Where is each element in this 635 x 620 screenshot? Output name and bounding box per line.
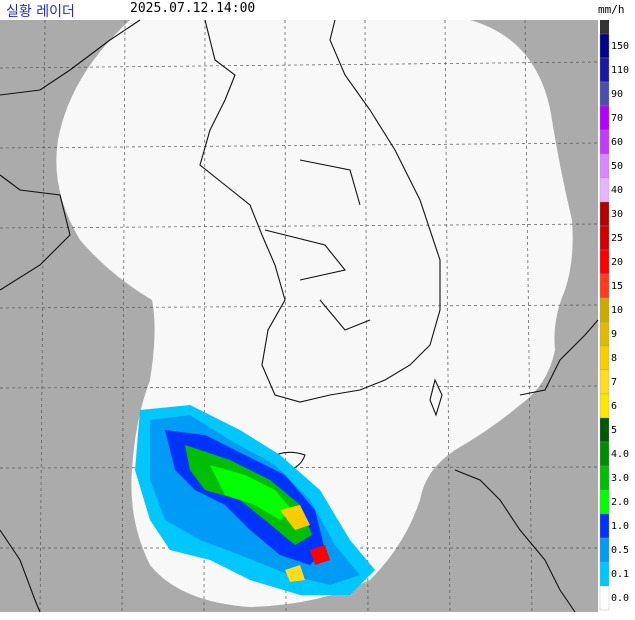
legend-label: 40 <box>611 185 623 196</box>
legend-label: 9 <box>611 329 617 340</box>
legend-label: 10 <box>611 305 623 316</box>
legend-label: 7 <box>611 377 617 388</box>
legend-cap <box>600 20 609 34</box>
legend-label: 30 <box>611 209 623 220</box>
rain-echoes <box>135 405 375 595</box>
legend-label: 3.0 <box>611 473 629 484</box>
legend-label: 20 <box>611 257 623 268</box>
legend-label: 2.0 <box>611 497 629 508</box>
legend-swatch <box>599 57 610 83</box>
legend-swatch <box>599 321 610 347</box>
legend-swatch <box>599 105 610 131</box>
legend-swatch <box>599 153 610 179</box>
legend-swatch <box>599 537 610 563</box>
coastlines <box>0 19 599 613</box>
grid <box>0 19 599 613</box>
title: 실황 레이더 <box>6 4 75 20</box>
legend-swatch <box>599 129 610 155</box>
legend-swatch <box>599 273 610 299</box>
legend-swatch <box>599 33 610 59</box>
legend-label: 90 <box>611 89 623 100</box>
legend-swatch <box>599 201 610 227</box>
legend-swatch <box>599 441 610 467</box>
legend-unit: mm/h <box>598 3 625 16</box>
legend-label: 70 <box>611 113 623 124</box>
legend-swatch <box>599 489 610 515</box>
legend-label: 150 <box>611 41 629 52</box>
legend-label: 25 <box>611 233 623 244</box>
legend-swatch <box>599 585 610 611</box>
timestamp: 2025.07.12.14:00 <box>130 1 256 16</box>
legend-swatch <box>599 417 610 443</box>
legend-swatch <box>599 513 610 539</box>
legend-swatch <box>599 297 610 323</box>
legend-swatch <box>599 249 610 275</box>
legend-swatch <box>599 345 610 371</box>
legend-swatch <box>599 393 610 419</box>
legend-label: 0.1 <box>611 569 629 580</box>
legend-label: 0.0 <box>611 593 629 604</box>
legend-swatch <box>599 465 610 491</box>
legend-swatch <box>599 225 610 251</box>
legend-swatch <box>599 81 610 107</box>
legend-swatch <box>599 561 610 587</box>
legend-swatch <box>599 369 610 395</box>
legend-label: 1.0 <box>611 521 629 532</box>
legend-label: 110 <box>611 65 629 76</box>
legend-label: 8 <box>611 353 617 364</box>
legend-swatch <box>599 177 610 203</box>
legend: 150 110 90 70 60 50 40 30 25 20 15 10 9 8 7 6 5 4.0 3.0 2.0… <box>599 20 629 611</box>
legend-label: 4.0 <box>611 449 629 460</box>
legend-label: 60 <box>611 137 623 148</box>
legend-label: 15 <box>611 281 623 292</box>
legend-label: 0.5 <box>611 545 629 556</box>
legend-label: 6 <box>611 401 617 412</box>
legend-label: 50 <box>611 161 623 172</box>
legend-label: 5 <box>611 425 617 436</box>
